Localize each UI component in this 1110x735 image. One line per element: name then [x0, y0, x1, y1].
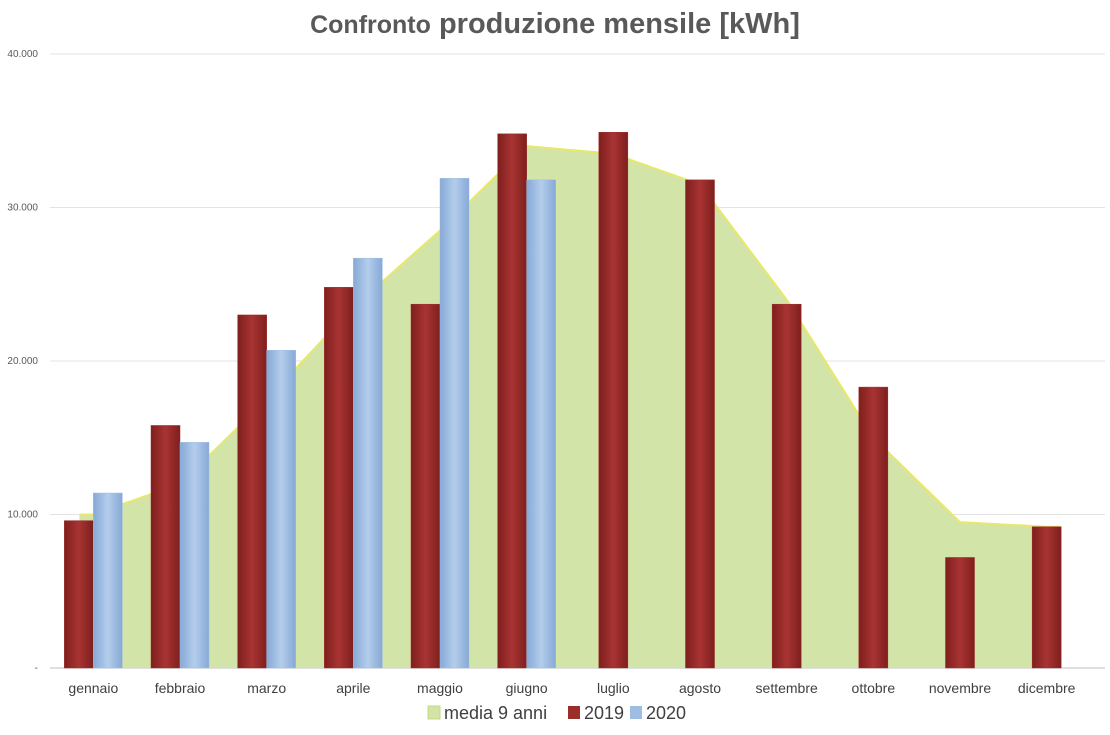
x-tick-label: novembre: [929, 680, 991, 696]
bar-2019-maggio: [410, 303, 441, 669]
chart-title-part1: Confronto: [310, 11, 431, 39]
bar-2019-novembre: [945, 557, 975, 669]
x-tick-label: agosto: [679, 680, 721, 696]
bar-2019-giugno: [497, 133, 527, 669]
x-tick-label: maggio: [417, 680, 463, 696]
legend-swatch-media 9 anni: [427, 705, 441, 720]
x-tick-label: marzo: [247, 680, 286, 696]
legend-swatch-2019: [568, 706, 580, 719]
x-tick-label: giugno: [506, 680, 548, 696]
x-tick-label: aprile: [336, 680, 370, 696]
bar-2019-luglio: [598, 132, 629, 669]
bar-2020-gennaio: [93, 492, 123, 669]
bar-2019-febbraio: [150, 425, 181, 669]
x-tick-label: gennaio: [68, 680, 118, 696]
y-tick-label: -: [35, 663, 38, 674]
x-tick-label: ottobre: [852, 680, 896, 696]
legend-swatch-2020: [630, 706, 642, 719]
bar-2019-gennaio: [64, 520, 94, 669]
legend-label-2020: 2020: [646, 703, 686, 723]
bar-2020-febbraio: [179, 442, 210, 669]
chart-title: Confronto produzione mensile [kWh]: [0, 8, 1110, 41]
bar-2020-aprile: [353, 257, 383, 669]
y-tick-label: 20.000: [7, 356, 38, 367]
bar-layer: [64, 132, 1062, 669]
legend-label-2019: 2019: [584, 703, 624, 723]
legend: media 9 anni 2019 2020: [427, 703, 686, 723]
x-tick-label: luglio: [597, 680, 630, 696]
y-tick-label: 40.000: [7, 49, 38, 60]
x-tick-label: febbraio: [155, 680, 206, 696]
bar-2020-maggio: [439, 178, 470, 669]
area-series-media: [79, 146, 1061, 669]
chart-title-part2: produzione mensile [kWh]: [438, 8, 800, 40]
bar-2019-dicembre: [1031, 526, 1062, 669]
y-tick-label: 30.000: [7, 203, 38, 214]
y-tick-label: 10.000: [7, 510, 38, 521]
bar-2019-settembre: [771, 303, 802, 669]
area-layer: [79, 145, 1061, 669]
bar-2019-aprile: [324, 287, 354, 669]
x-tick-label: dicembre: [1018, 680, 1076, 696]
label-layer: - 10.000 20.000 30.000 40.000 gennaio febbraio…: [7, 49, 1075, 696]
bar-2020-giugno: [526, 179, 556, 669]
bar-2019-agosto: [685, 179, 715, 669]
bar-2020-marzo: [266, 350, 296, 669]
bar-2019-ottobre: [858, 386, 889, 669]
legend-label-media 9 anni: media 9 anni: [444, 703, 547, 723]
bar-2019-marzo: [237, 314, 267, 669]
x-tick-label: settembre: [756, 680, 818, 696]
